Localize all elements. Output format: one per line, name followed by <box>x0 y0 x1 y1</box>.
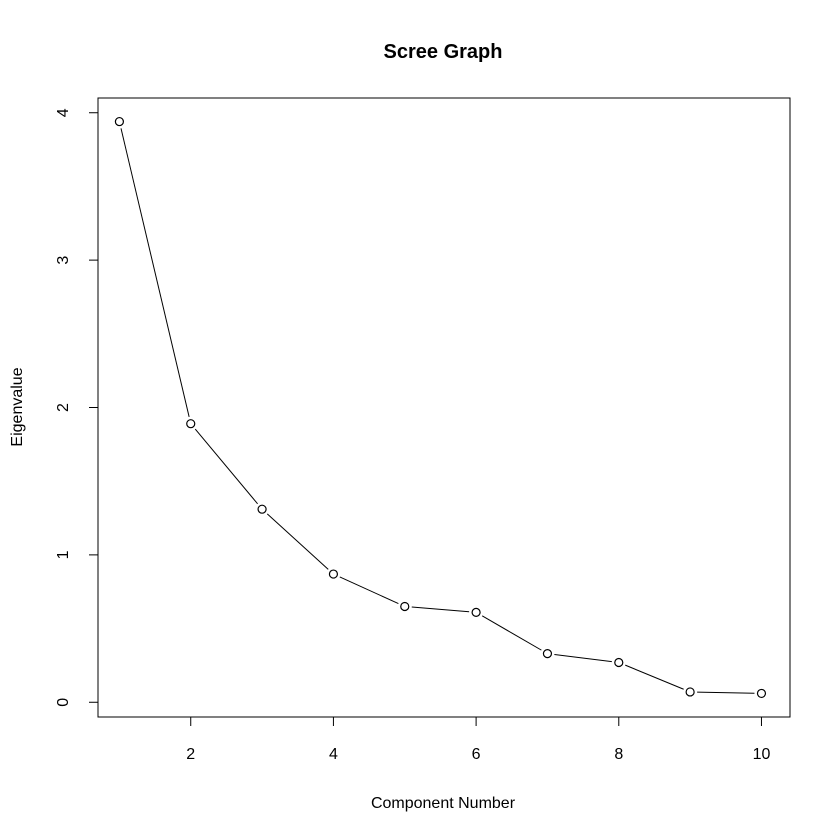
y-axis-label: Eigenvalue <box>9 367 26 446</box>
data-point <box>471 607 481 617</box>
series-segment <box>481 615 542 651</box>
x-tick-label: 10 <box>753 746 771 763</box>
x-axis-label: Component Number <box>371 795 516 812</box>
data-point <box>400 601 410 612</box>
y-tick-label: 4 <box>55 108 72 117</box>
data-point <box>328 569 339 579</box>
data-point <box>614 657 624 668</box>
y-tick-label: 0 <box>55 698 72 707</box>
y-axis: 0 1 2 3 4 <box>55 108 99 707</box>
series-segment <box>194 428 258 505</box>
series-segment <box>554 653 612 663</box>
x-axis: 2 4 6 8 10 <box>186 716 771 763</box>
data-point <box>186 419 196 429</box>
series-segment <box>625 664 684 690</box>
data-point <box>685 687 695 697</box>
x-tick-label: 4 <box>329 746 338 763</box>
x-tick-label: 6 <box>472 746 481 763</box>
series-segment <box>120 128 190 418</box>
x-tick-label: 8 <box>614 746 623 763</box>
y-tick-label: 1 <box>55 550 72 559</box>
data-points <box>114 116 767 699</box>
series-segment <box>339 576 399 605</box>
data-point <box>257 504 267 514</box>
data-point <box>114 116 125 127</box>
y-tick-label: 3 <box>55 256 72 265</box>
plot-frame <box>97 97 791 718</box>
data-point <box>756 688 767 699</box>
series-segment <box>411 606 470 613</box>
series-segment <box>697 691 755 694</box>
x-tick-label: 2 <box>186 746 195 763</box>
chart-title: Scree Graph <box>384 41 503 63</box>
series-segment <box>266 513 329 570</box>
y-tick-label: 2 <box>55 403 72 412</box>
series-line-group <box>120 128 755 694</box>
data-point <box>542 649 553 659</box>
